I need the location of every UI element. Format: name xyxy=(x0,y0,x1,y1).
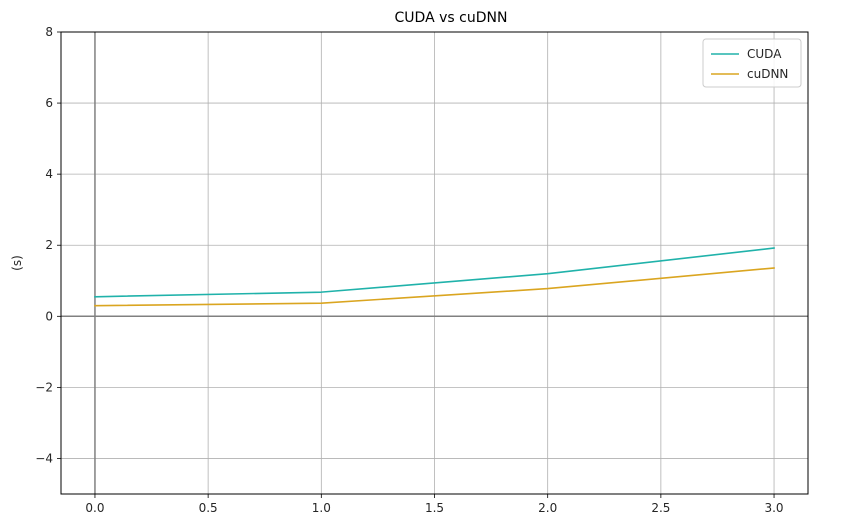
legend-label-cudnn: cuDNN xyxy=(747,67,788,81)
y-axis-ticks: −4 −2 0 2 4 6 8 xyxy=(35,25,61,465)
grid-lines xyxy=(61,31,808,494)
y-tick-label-4: 4 xyxy=(45,167,53,181)
y-tick-label-2: 0 xyxy=(45,309,53,323)
y-tick-label-6: 8 xyxy=(45,25,53,39)
y-tick-label-1: −2 xyxy=(35,380,53,394)
x-axis-ticks: 0.0 0.5 1.0 1.5 2.0 2.5 3.0 xyxy=(85,494,784,515)
reference-lines xyxy=(61,32,808,494)
x-tick-label-4: 2.0 xyxy=(538,501,557,515)
legend-box xyxy=(702,38,802,88)
x-tick-label-6: 3.0 xyxy=(764,501,783,515)
series-line-cudnn xyxy=(94,267,775,307)
y-tick-label-3: 2 xyxy=(45,238,53,252)
x-tick-label-0: 0.0 xyxy=(85,501,104,515)
x-tick-label-1: 0.5 xyxy=(199,501,218,515)
x-tick-label-3: 1.5 xyxy=(425,501,444,515)
series-lines xyxy=(94,247,775,307)
chart-title: CUDA vs cuDNN xyxy=(395,10,508,26)
legend-label-cuda: CUDA xyxy=(747,47,782,61)
y-tick-label-5: 6 xyxy=(45,96,53,110)
legend: CUDA cuDNN xyxy=(702,38,802,88)
y-axis-label: (s) xyxy=(10,255,24,271)
x-tick-label-5: 2.5 xyxy=(651,501,670,515)
y-tick-label-0: −4 xyxy=(35,451,53,465)
x-tick-label-2: 1.0 xyxy=(312,501,331,515)
series-line-cuda xyxy=(94,247,775,298)
